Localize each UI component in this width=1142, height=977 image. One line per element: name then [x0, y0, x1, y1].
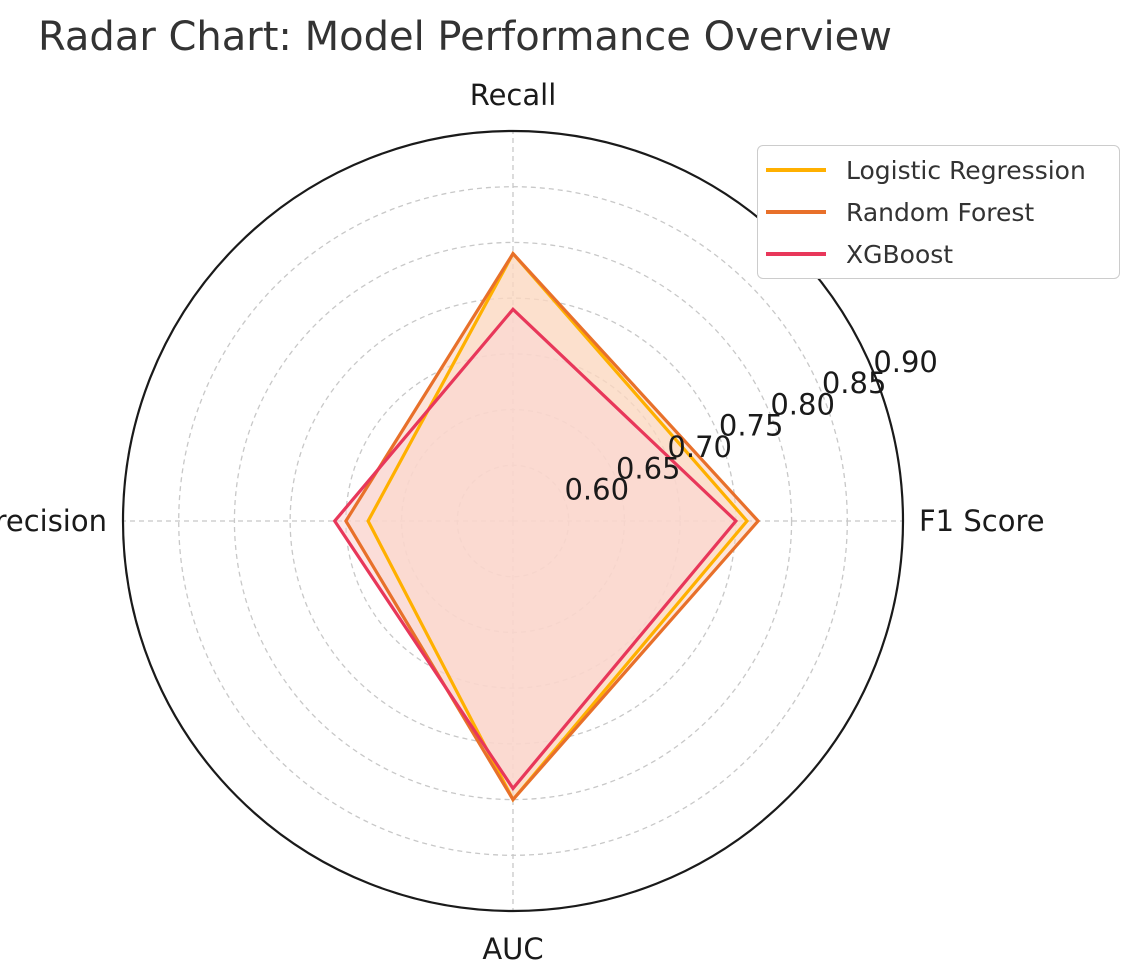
grid-circle [233, 241, 793, 801]
axis-label-0: F1 Score [919, 504, 1045, 538]
series-line-layer [332, 250, 761, 803]
legend-label: Logistic Regression [846, 155, 1086, 185]
legend-swatch [766, 210, 826, 214]
legend-swatch [766, 252, 826, 256]
series-line-1 [344, 250, 761, 803]
tick-label-layer: 0.600.650.700.750.800.850.90 [564, 345, 937, 507]
r-tick-label: 0.90 [873, 345, 938, 379]
series-fill-2 [334, 309, 736, 789]
series-line-2 [332, 306, 739, 792]
r-tick-label: 0.60 [564, 473, 629, 507]
legend-item-xgboost: XGBoost [766, 234, 953, 274]
legend-item-random-forest: Random Forest [766, 192, 1034, 232]
legend-item-logistic-regression: Logistic Regression [766, 150, 1086, 190]
legend-label: Random Forest [846, 197, 1035, 227]
axis-label-3: AUC [482, 932, 543, 966]
r-tick-label: 0.85 [822, 366, 887, 400]
series-fill-layer [334, 253, 759, 800]
r-tick-label: 0.75 [719, 409, 784, 443]
r-tick-label: 0.65 [616, 451, 681, 485]
axis-label-layer: F1 Score Recall Precision AUC [0, 78, 1045, 966]
r-tick-label: 0.70 [667, 430, 732, 464]
series-line-0 [366, 250, 750, 803]
chart-title: Radar Chart: Model Performance Overview [38, 14, 892, 60]
legend: Logistic Regression Random Forest XGBoos… [757, 145, 1120, 279]
axis-label-2: Precision [0, 504, 107, 538]
grid-circle [178, 186, 848, 856]
axis-label-1: Recall [470, 78, 557, 112]
outer-frame [121, 129, 905, 913]
legend-swatch [766, 168, 826, 172]
r-tick-label: 0.80 [770, 387, 835, 421]
legend-label: XGBoost [846, 239, 954, 269]
